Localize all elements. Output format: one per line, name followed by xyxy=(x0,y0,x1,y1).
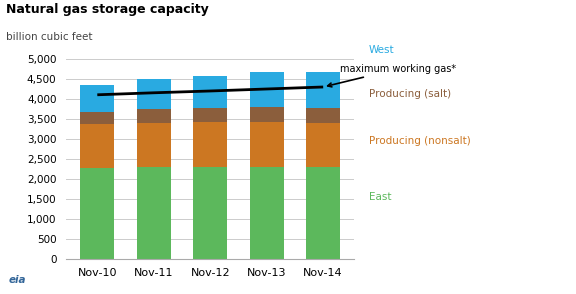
Bar xyxy=(81,112,114,124)
Bar xyxy=(306,72,340,108)
Text: Producing (nonsalt): Producing (nonsalt) xyxy=(369,136,471,146)
Bar xyxy=(81,85,114,112)
Bar xyxy=(194,167,227,259)
Text: eia: eia xyxy=(9,275,26,285)
Text: Natural gas storage capacity: Natural gas storage capacity xyxy=(6,3,209,16)
Bar xyxy=(250,167,283,259)
Bar xyxy=(137,109,170,123)
Text: East: East xyxy=(369,192,391,202)
Bar xyxy=(194,76,227,108)
Bar xyxy=(250,107,283,122)
Bar xyxy=(250,122,283,167)
Text: maximum working gas*: maximum working gas* xyxy=(328,64,456,87)
Bar xyxy=(250,72,283,107)
Bar xyxy=(81,124,114,168)
Bar xyxy=(137,79,170,109)
Bar xyxy=(306,108,340,123)
Bar xyxy=(306,123,340,167)
Bar xyxy=(81,168,114,259)
Bar xyxy=(194,108,227,122)
Bar xyxy=(137,123,170,167)
Bar xyxy=(194,122,227,167)
Text: Producing (salt): Producing (salt) xyxy=(369,89,451,99)
Bar xyxy=(306,167,340,259)
Text: West: West xyxy=(369,45,394,55)
Text: billion cubic feet: billion cubic feet xyxy=(6,32,92,42)
Bar xyxy=(137,167,170,259)
